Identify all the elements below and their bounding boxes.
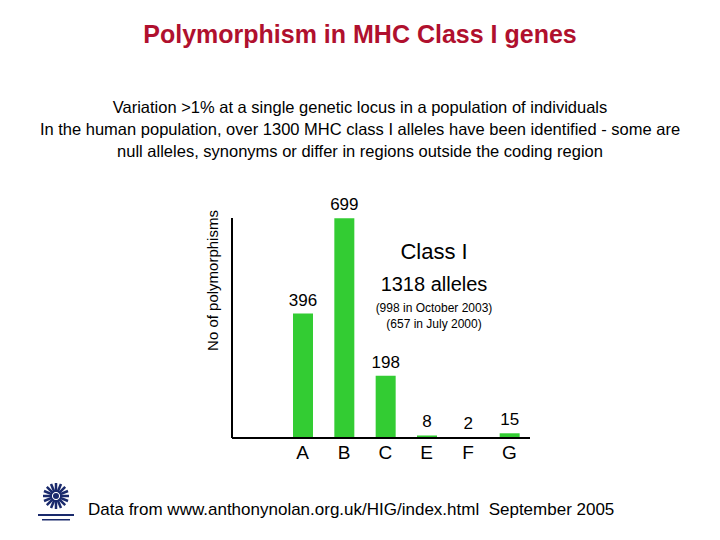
svg-text:A: A [296, 442, 309, 463]
svg-text:396: 396 [289, 291, 317, 310]
svg-text:E: E [420, 442, 433, 463]
svg-text:F: F [462, 442, 474, 463]
html-text:Variation >1% at a single gene: Variation >1% at a single genetic locus … [112, 98, 608, 116]
svg-text:B: B [338, 442, 351, 463]
svg-text:C: C [378, 442, 392, 463]
svg-text:15: 15 [500, 410, 519, 429]
html-text:Data from www.anthonynolan.org: Data from www.anthonynolan.org.uk/HIG/in… [88, 500, 615, 519]
svg-text:699: 699 [330, 195, 358, 214]
html-text:(998 in October 2003): (998 in October 2003) [375, 301, 493, 315]
html-text:No of polymorphisms: No of polymorphisms [203, 210, 221, 351]
html-text:1318 alleles: 1318 alleles [380, 273, 488, 295]
html-text:Class I: Class I [400, 239, 468, 264]
svg-text:8: 8 [422, 412, 431, 431]
html-text:Polymorphism in MHC Class I ge: Polymorphism in MHC Class I genes [143, 20, 577, 48]
html-text:In the human population, over: In the human population, over 1300 MHC c… [39, 120, 681, 160]
svg-text:198: 198 [371, 353, 399, 372]
svg-text:2: 2 [464, 414, 473, 433]
html-text:(657 in July 2000): (657 in July 2000) [386, 317, 482, 331]
svg-text:G: G [502, 442, 517, 463]
